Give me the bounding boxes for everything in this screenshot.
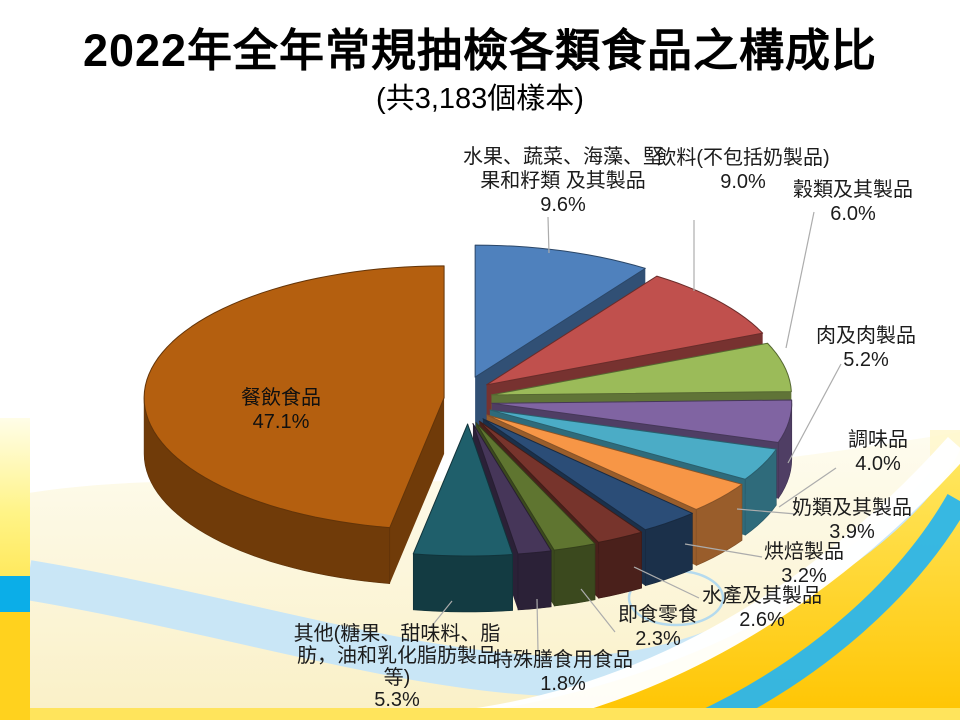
pie-slice-2-top-face — [490, 342, 792, 396]
pie-slice-9-rim-wall — [517, 550, 552, 611]
pie-slice-11 — [143, 265, 445, 584]
callout-leader-lines — [430, 211, 842, 652]
callout-leader-2 — [785, 211, 815, 349]
chart-subtitle: (共3,183個樣本) — [376, 83, 584, 115]
callout-leader-9 — [536, 598, 539, 652]
left-strip-gold — [0, 612, 30, 720]
left-strip-cyan-block — [0, 576, 30, 612]
callout-label-4: 調味品 4.0% — [848, 428, 908, 475]
pie-slice-1-top-face — [486, 275, 764, 386]
pie-slice-8-top-face — [475, 422, 596, 551]
callout-label-3: 肉及肉製品 5.2% — [816, 324, 916, 371]
callout-label-2: 穀類及其製品 6.0% — [793, 178, 913, 225]
callout-label-8: 即食零食 2.3% — [618, 603, 698, 650]
pie-slice-11-top-face — [143, 265, 445, 529]
callout-label-0: 水果、蔬菜、海藻、堅果和籽類 及其製品 9.6% — [463, 145, 663, 216]
callout-leader-0 — [547, 216, 550, 254]
pie-slice-5-top-face — [486, 414, 743, 511]
callout-label-7: 水產及其製品 2.6% — [702, 584, 822, 631]
pie-slice-3-top-face — [491, 399, 793, 444]
pie-slice-4-top-face — [489, 409, 777, 480]
pie-slice-10 — [412, 423, 514, 613]
callout-label-5: 奶類及其製品 3.9% — [792, 496, 912, 543]
callout-label-10: 其他(糖果、甜味料、脂肪，油和乳化脂肪製品等) 5.3% — [294, 622, 501, 711]
callout-label-9: 特殊膳食用食品 1.8% — [493, 648, 633, 695]
callout-label-6: 烘焙製品 3.2% — [764, 540, 844, 587]
callout-leader-5 — [736, 508, 797, 515]
pie-slice-8-rim-wall — [553, 543, 596, 607]
callout-leader-7 — [633, 566, 700, 599]
background-bottom-strip — [0, 708, 960, 720]
background-cyan-wave — [694, 494, 960, 720]
callout-labels: 水果、蔬菜、海藻、堅果和籽類 及其製品 9.6%飲料(不包括奶製品) 9.0% 穀類及… — [241, 145, 916, 711]
pie-slice-10-rim-wall — [412, 553, 513, 613]
pie-slice-6-top-face — [482, 418, 693, 531]
pie-slice-0-top-face — [474, 244, 646, 378]
left-strip-yellow — [0, 418, 30, 576]
pie-slice-7-top-face — [478, 420, 643, 543]
callout-leader-10 — [430, 600, 453, 628]
callout-leader-6 — [684, 543, 763, 558]
callout-label-1: 飲料(不包括奶製品) 9.0% — [656, 146, 829, 193]
chart-title: 2022年全年常規抽檢各類食品之構成比 — [82, 25, 878, 76]
pie-slice-11-cut-face — [389, 397, 445, 584]
callout-leader-8 — [580, 588, 616, 633]
pie-chart — [143, 244, 793, 613]
callout-label-11: 餐飲食品 47.1% — [241, 386, 321, 433]
pie-slice-7-rim-wall — [598, 531, 642, 599]
pie-slice-9-top-face — [472, 422, 552, 555]
callout-leader-4 — [778, 467, 837, 508]
callout-leader-3 — [787, 363, 842, 464]
pie-slice-10-top-face — [412, 423, 514, 557]
